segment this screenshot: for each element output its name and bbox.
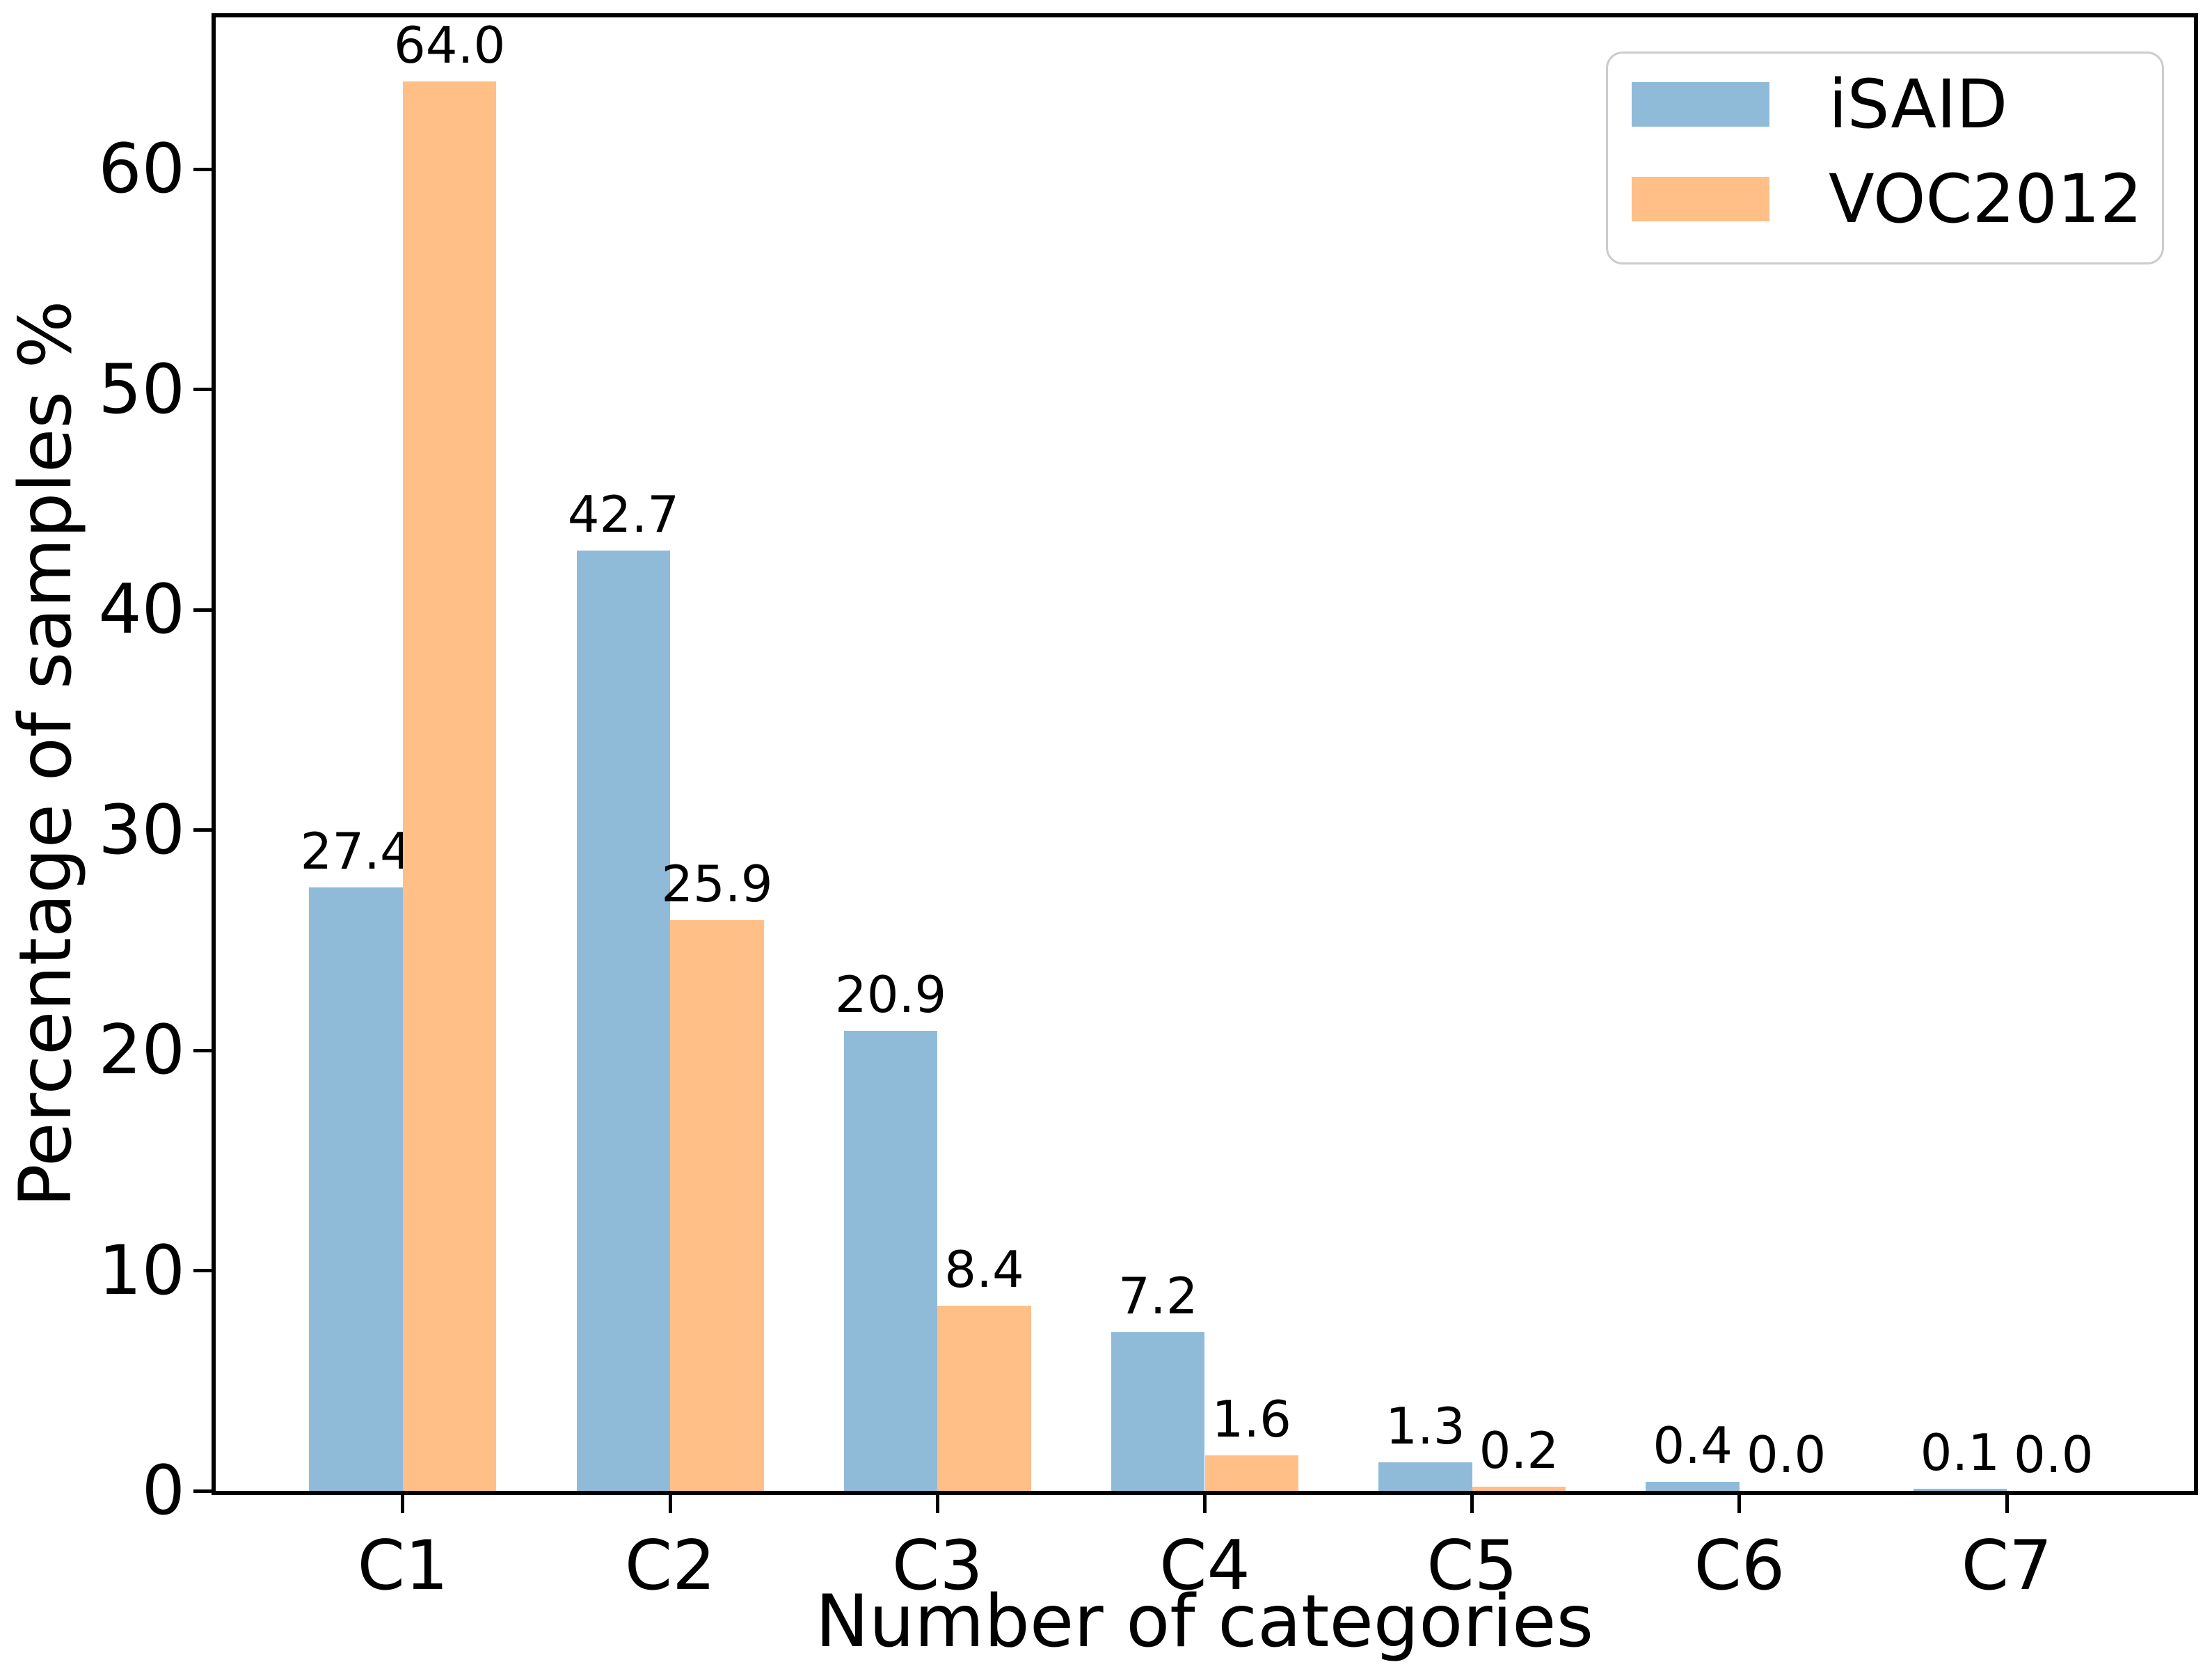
bar-isaid-c1 xyxy=(309,887,403,1491)
legend-label-voc2012: VOC2012 xyxy=(1829,160,2142,238)
bar-isaid-c3 xyxy=(843,1030,938,1491)
y-tick-label-0: 0 xyxy=(141,1451,185,1531)
bar-voc2012-c4 xyxy=(1204,1455,1298,1491)
y-tick-label-10: 10 xyxy=(98,1231,185,1311)
x-axis-title: Number of categories xyxy=(815,1580,1594,1663)
x-tick-label-c2: C2 xyxy=(624,1526,716,1606)
bar-value-label: 8.4 xyxy=(944,1240,1024,1299)
x-tick-c2 xyxy=(668,1495,672,1513)
x-tick-c5 xyxy=(1470,1495,1474,1513)
y-tick-50 xyxy=(193,388,212,392)
legend-row-isaid: iSAID xyxy=(1632,57,2162,152)
bar-isaid-c2 xyxy=(576,550,671,1491)
plot-area: C1 27.4 64.0 C2 42.7 25.9 C3 20.9 8.4 C4 7.2 1.6 C5 1… xyxy=(98,13,2198,1606)
bar-value-label: 0.2 xyxy=(1479,1421,1559,1480)
x-tick-label-c3: C3 xyxy=(891,1526,983,1606)
bar-value-label: 1.3 xyxy=(1385,1396,1465,1455)
bar-voc2012-c5 xyxy=(1472,1486,1566,1491)
legend-row-voc2012: VOC2012 xyxy=(1632,152,2162,246)
x-tick-c7 xyxy=(2005,1495,2009,1513)
bar-value-label: 7.2 xyxy=(1118,1267,1198,1326)
y-tick-30 xyxy=(193,828,212,832)
bar-isaid-c7 xyxy=(1913,1488,2007,1491)
bar-value-label: 1.6 xyxy=(1211,1390,1291,1449)
x-tick-c1 xyxy=(401,1495,405,1513)
bar-isaid-c6 xyxy=(1646,1482,1740,1491)
bar-value-label: 0.0 xyxy=(1746,1425,1827,1484)
x-tick-label-c7: C7 xyxy=(1961,1526,2053,1606)
bar-isaid-c4 xyxy=(1111,1332,1205,1491)
bar-value-label: 27.4 xyxy=(300,821,412,880)
x-tick-c6 xyxy=(1737,1495,1742,1513)
bar-value-label: 0.4 xyxy=(1653,1416,1733,1476)
bar-value-label: 64.0 xyxy=(394,15,506,74)
legend-label-isaid: iSAID xyxy=(1829,65,2008,143)
y-tick-label-60: 60 xyxy=(98,129,185,209)
y-tick-40 xyxy=(193,608,212,612)
y-tick-60 xyxy=(193,167,212,171)
bar-isaid-c5 xyxy=(1378,1462,1472,1491)
bar-voc2012-c2 xyxy=(670,920,764,1491)
bar-voc2012-c3 xyxy=(937,1306,1031,1491)
x-tick-label-c4: C4 xyxy=(1159,1526,1250,1606)
y-tick-10 xyxy=(193,1269,212,1273)
bar-value-label: 42.7 xyxy=(567,484,680,544)
x-tick-label-c6: C6 xyxy=(1694,1526,1785,1606)
bar-value-label: 20.9 xyxy=(834,965,947,1024)
x-tick-c4 xyxy=(1203,1495,1207,1513)
bar-value-label: 0.1 xyxy=(1920,1423,2000,1482)
y-axis-title: Percentage of samples % xyxy=(4,300,88,1208)
y-tick-label-40: 40 xyxy=(98,570,185,650)
x-tick-label-c5: C5 xyxy=(1426,1526,1518,1606)
x-tick-c3 xyxy=(935,1495,939,1513)
legend: iSAID VOC2012 xyxy=(1606,52,2164,264)
y-tick-label-50: 50 xyxy=(98,349,185,429)
y-tick-20 xyxy=(193,1048,212,1052)
bar-voc2012-c1 xyxy=(402,81,497,1491)
y-tick-label-30: 30 xyxy=(98,790,185,870)
bar-value-label: 0.0 xyxy=(2014,1425,2094,1484)
legend-swatch-voc2012 xyxy=(1632,177,1769,221)
bar-value-label: 25.9 xyxy=(661,855,773,914)
legend-swatch-isaid xyxy=(1632,82,1769,127)
y-tick-0 xyxy=(193,1489,212,1493)
y-tick-label-20: 20 xyxy=(98,1011,185,1091)
x-tick-label-c1: C1 xyxy=(357,1526,449,1606)
